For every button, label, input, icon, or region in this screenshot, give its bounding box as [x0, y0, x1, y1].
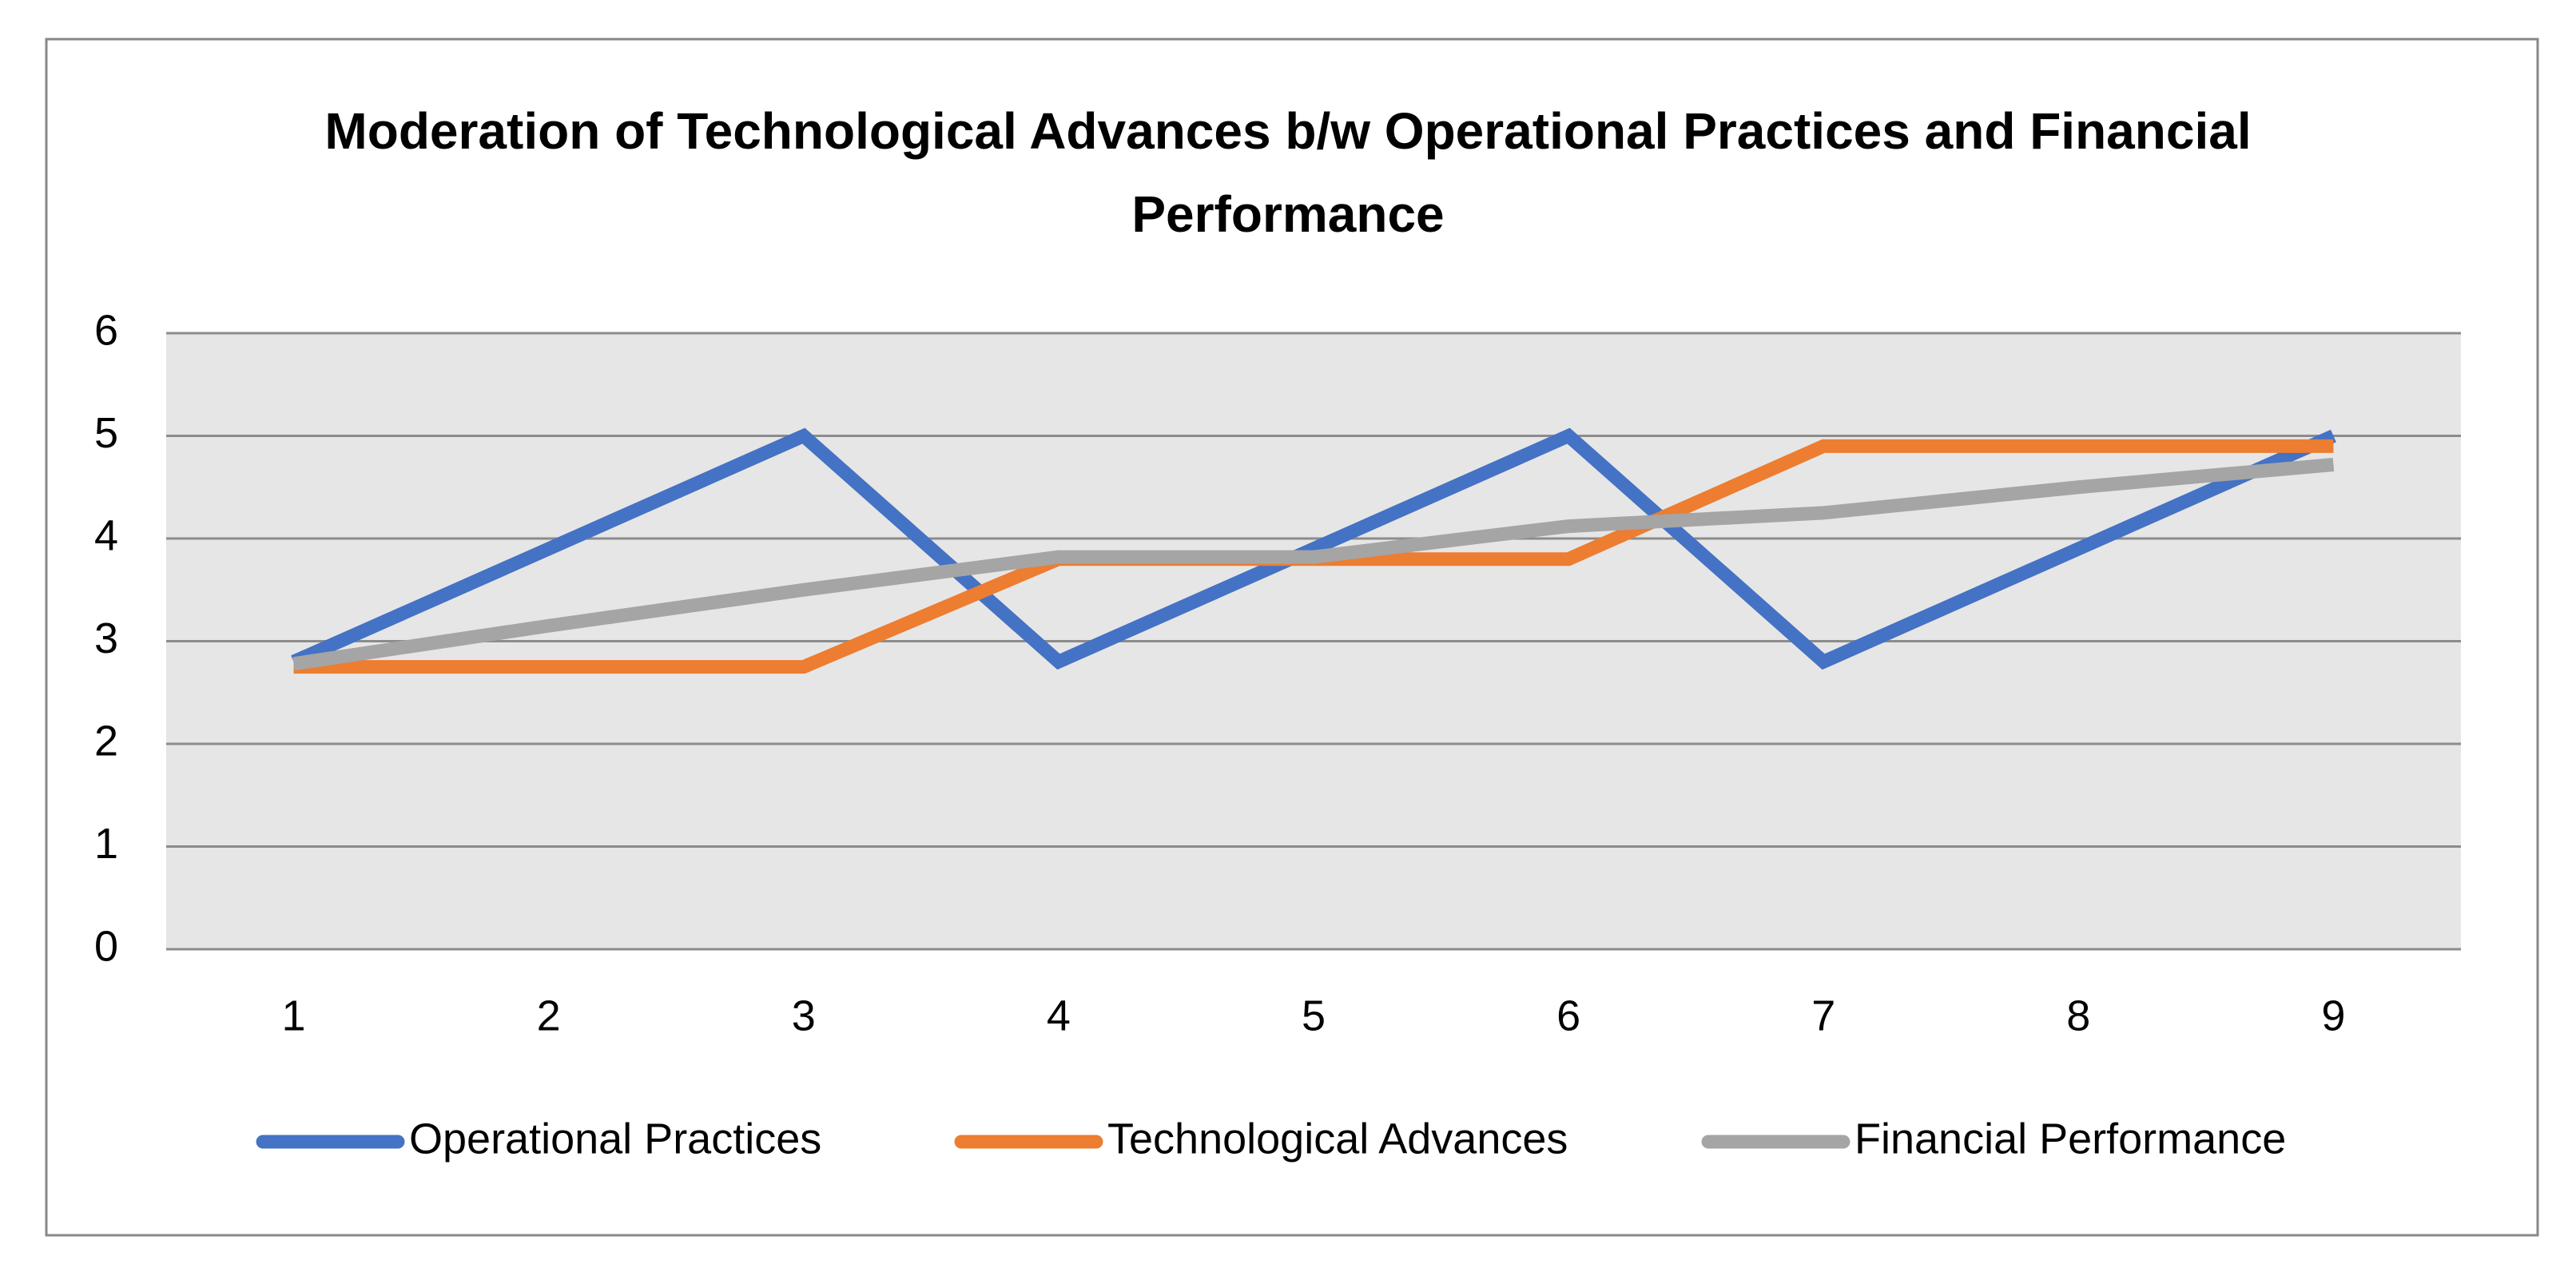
x-tick-label: 1	[282, 992, 306, 1039]
y-tick-label: 1	[94, 820, 118, 868]
x-tick-label: 4	[1047, 992, 1071, 1039]
x-tick-label: 8	[2066, 992, 2090, 1039]
x-tick-label: 9	[2321, 992, 2345, 1039]
y-tick-label: 2	[94, 717, 118, 765]
legend-label: Financial Performance	[1854, 1115, 2286, 1163]
legend-label: Operational Practices	[409, 1115, 821, 1163]
y-tick-label: 6	[94, 306, 118, 354]
y-tick-label: 5	[94, 409, 118, 457]
chart-title: Moderation of Technological Advances b/w…	[324, 102, 2252, 243]
x-tick-label: 6	[1556, 992, 1580, 1039]
x-tick-label: 5	[1302, 992, 1326, 1039]
series-line	[292, 458, 2335, 671]
x-tick-label: 2	[537, 992, 561, 1039]
x-tick-label: 7	[1811, 992, 1835, 1039]
y-tick-label: 4	[94, 511, 118, 559]
series-line	[291, 427, 2336, 670]
legend-label: Technological Advances	[1107, 1115, 1568, 1163]
y-tick-label: 0	[94, 922, 118, 970]
y-tick-label: 3	[94, 614, 118, 662]
x-tick-label: 3	[792, 992, 816, 1039]
